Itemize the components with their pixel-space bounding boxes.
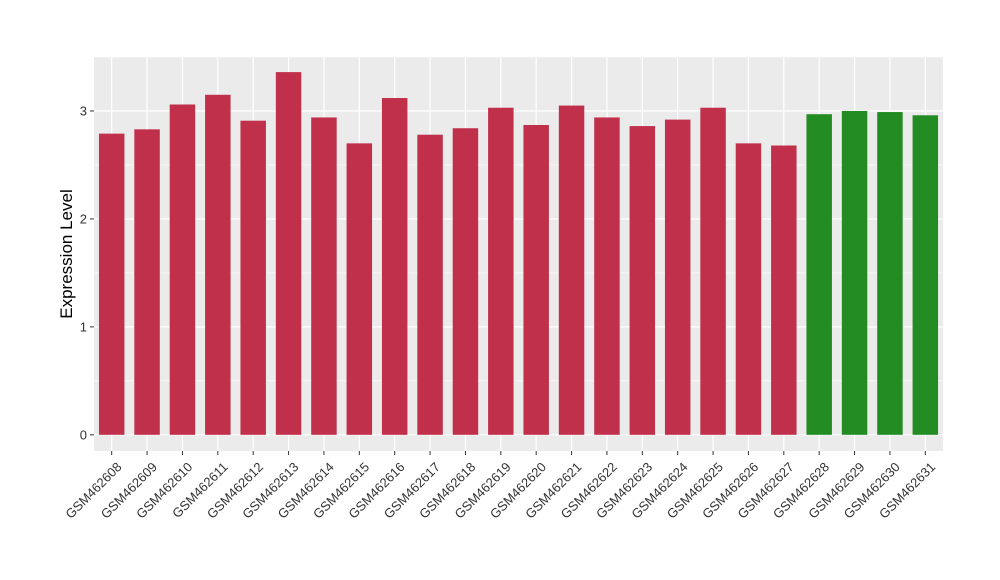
bar-GSM462620 (523, 125, 549, 435)
bar-GSM462624 (664, 119, 691, 435)
bar-GSM462616 (381, 98, 408, 435)
bar-GSM462614 (311, 117, 337, 435)
bar-GSM462611 (205, 94, 231, 435)
y-tick-label: 2 (80, 211, 87, 226)
bar-GSM462627 (771, 145, 797, 435)
bar-GSM462628 (806, 114, 832, 435)
bar-GSM462623 (629, 126, 656, 435)
bar-GSM462610 (169, 104, 196, 435)
bar-GSM462621 (558, 105, 585, 435)
y-tick-label: 3 (80, 103, 87, 118)
y-tick-label: 1 (80, 319, 87, 334)
bar-GSM462619 (488, 107, 514, 435)
bar-GSM462608 (98, 133, 125, 435)
bars (98, 72, 939, 435)
plot-panel (94, 57, 943, 451)
bar-GSM462629 (841, 110, 868, 435)
y-axis-ticks: 0 1 2 3 (80, 103, 94, 442)
bar-GSM462631 (912, 115, 939, 435)
bar-GSM462617 (417, 134, 443, 435)
x-axis-ticks: GSM462608GSM462609GSM462610GSM462611GSM4… (62, 451, 938, 522)
bar-GSM462615 (346, 143, 373, 435)
bar-GSM462609 (134, 129, 160, 435)
bar-GSM462626 (735, 143, 762, 435)
bar-GSM462625 (700, 107, 726, 435)
bar-GSM462613 (275, 72, 302, 435)
y-axis-title: Expression Level (57, 189, 76, 318)
bar-GSM462630 (877, 112, 903, 435)
bar-GSM462622 (594, 117, 620, 435)
y-tick-label: 0 (80, 427, 87, 442)
bar-GSM462612 (240, 120, 266, 435)
bar-GSM462618 (452, 128, 479, 435)
